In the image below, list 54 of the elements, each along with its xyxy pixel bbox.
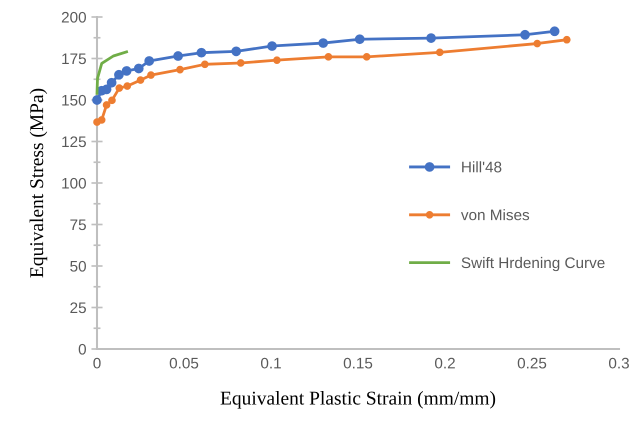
x-tick-label: 0 (93, 358, 101, 369)
point (196, 48, 206, 58)
y-tick-label: 25 (70, 302, 86, 314)
point (123, 82, 132, 90)
x-tick-label: 0.15 (344, 358, 372, 369)
legend-label: Swift Hrdening Curve (462, 256, 605, 272)
point (318, 38, 328, 48)
point (236, 59, 245, 67)
line-series (96, 50, 128, 95)
legend-label: Hill'48 (462, 161, 502, 172)
point (324, 53, 332, 61)
point (362, 53, 371, 61)
point (562, 36, 571, 44)
point (102, 101, 110, 109)
point (134, 64, 144, 74)
point (106, 78, 116, 88)
y-tick-label: 100 (62, 178, 86, 189)
point (550, 26, 560, 36)
x-tick-label: 0.2 (434, 358, 455, 369)
point (520, 30, 530, 40)
point (533, 40, 542, 48)
x-tick-label: 0.25 (518, 358, 546, 369)
point (108, 96, 116, 104)
point (92, 95, 102, 105)
y-tick-label: 150 (62, 94, 86, 106)
point (267, 41, 277, 51)
x-tick-label: 0.3 (608, 358, 629, 369)
x-tick-label: 0.05 (170, 358, 198, 369)
legend-label: von Mises (460, 209, 530, 220)
point (144, 56, 154, 66)
point (273, 56, 281, 64)
point (98, 116, 106, 124)
point (436, 48, 444, 56)
point (231, 46, 242, 56)
point (136, 76, 144, 84)
point (102, 84, 112, 94)
y-tick-label: 75 (70, 220, 86, 230)
point (115, 84, 124, 92)
y-tick-label: 175 (62, 54, 86, 64)
y-tick-label: 50 (70, 260, 86, 272)
y-axis-title: Equivalent Stress (MPa) (30, 88, 48, 278)
y-tick-label: 125 (62, 136, 86, 148)
point (354, 34, 365, 44)
point (122, 66, 132, 76)
y-tick-label: 0 (78, 344, 86, 355)
point (426, 33, 436, 43)
point (201, 60, 209, 68)
x-tick-label: 0.1 (260, 358, 281, 369)
point (114, 70, 124, 80)
x-axis-title: Equivalent Plastic Strain (mm/mm) (220, 391, 496, 409)
point (176, 66, 184, 74)
point (147, 71, 155, 79)
point (173, 51, 183, 61)
y-tick-label: 200 (62, 12, 86, 23)
